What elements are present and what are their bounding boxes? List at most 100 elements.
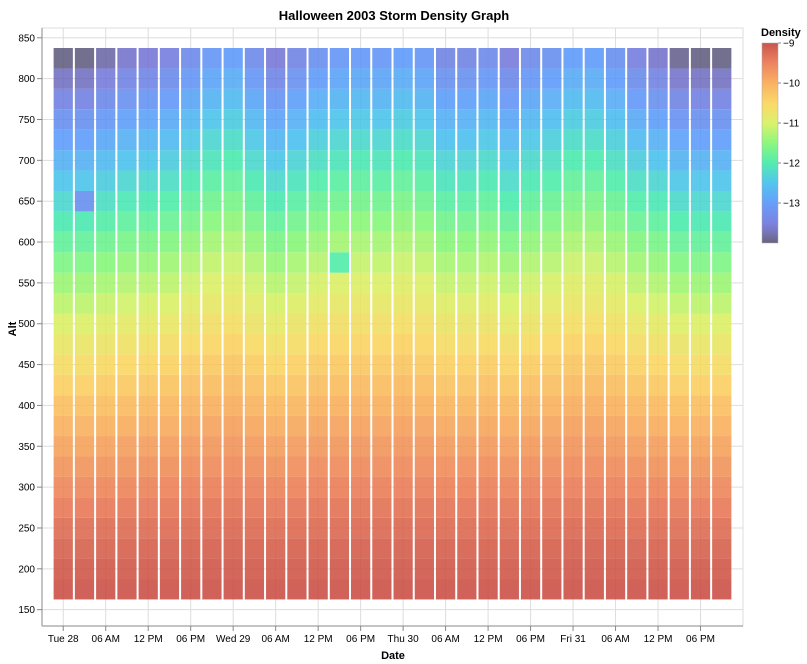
heatmap-cell xyxy=(542,211,562,232)
heatmap-cell xyxy=(542,415,562,437)
heatmap-cell xyxy=(669,170,689,191)
heatmap-cell xyxy=(435,374,456,396)
heatmap-cell xyxy=(542,579,562,600)
heatmap-cell xyxy=(563,517,583,539)
heatmap-cell xyxy=(478,211,498,232)
heatmap-cell xyxy=(159,558,180,580)
heatmap-cell xyxy=(393,150,413,171)
heatmap-cell xyxy=(138,68,158,89)
heatmap-cell xyxy=(627,395,647,416)
heatmap-cell xyxy=(627,538,647,559)
heatmap-cell xyxy=(669,190,689,212)
heatmap-cell xyxy=(372,211,392,232)
heatmap-cell xyxy=(414,456,434,477)
heatmap-cell xyxy=(542,456,562,477)
heatmap-cell xyxy=(117,88,137,110)
heatmap-cell xyxy=(648,415,668,437)
heatmap-cell xyxy=(648,497,668,518)
heatmap-cell xyxy=(117,476,137,498)
heatmap-cell xyxy=(372,190,392,212)
heatmap-cell xyxy=(308,354,328,375)
heatmap-cell xyxy=(244,436,265,457)
heatmap-cell xyxy=(308,68,328,89)
heatmap-cell xyxy=(669,538,689,559)
heatmap-cell xyxy=(138,88,158,110)
heatmap-cell xyxy=(202,252,222,273)
heatmap-cell xyxy=(96,109,116,130)
heatmap-cell xyxy=(181,272,201,294)
heatmap-cell xyxy=(372,88,392,110)
heatmap-cell xyxy=(351,395,371,416)
heatmap-cell xyxy=(669,231,689,253)
heatmap-cell xyxy=(287,211,307,232)
y-tick-label: 650 xyxy=(18,197,35,208)
heatmap-cell xyxy=(351,48,371,69)
heatmap-cell xyxy=(605,211,626,232)
heatmap-cell xyxy=(584,293,604,314)
heatmap-cell xyxy=(435,415,456,437)
heatmap-cell xyxy=(563,476,583,498)
heatmap-cell xyxy=(308,436,328,457)
heatmap-cell xyxy=(690,579,711,600)
y-tick-label: 350 xyxy=(18,442,35,453)
x-tick-label: 06 PM xyxy=(176,634,205,645)
heatmap-cell xyxy=(96,497,116,518)
heatmap-cell xyxy=(712,48,732,69)
heatmap-cell xyxy=(372,293,392,314)
heatmap-cell xyxy=(372,538,392,559)
heatmap-cell xyxy=(181,333,201,355)
heatmap-cell xyxy=(181,374,201,396)
heatmap-cell xyxy=(520,231,541,253)
legend-tick-label: −13 xyxy=(783,199,800,210)
heatmap-cell xyxy=(138,517,158,539)
heatmap-cell xyxy=(96,517,116,539)
heatmap-cell xyxy=(669,476,689,498)
heatmap-cell xyxy=(712,517,732,539)
heatmap-cell xyxy=(393,252,413,273)
heatmap-cell xyxy=(605,190,626,212)
heatmap-cell xyxy=(669,497,689,518)
heatmap-cell xyxy=(53,252,73,273)
heatmap-cell xyxy=(648,436,668,457)
heatmap-cell xyxy=(563,150,583,171)
heatmap-cell xyxy=(669,517,689,539)
heatmap-cell xyxy=(478,538,498,559)
heatmap-cell xyxy=(96,150,116,171)
heatmap-cell xyxy=(181,415,201,437)
heatmap-cell xyxy=(499,150,519,171)
heatmap-cell xyxy=(563,558,583,580)
heatmap-cell xyxy=(202,109,222,130)
heatmap-cell xyxy=(669,354,689,375)
heatmap-cell xyxy=(435,252,456,273)
heatmap-cell xyxy=(563,538,583,559)
heatmap-cell xyxy=(181,313,201,334)
heatmap-cell xyxy=(542,333,562,355)
heatmap-cell xyxy=(117,231,137,253)
heatmap-cell xyxy=(287,272,307,294)
heatmap-cell xyxy=(542,252,562,273)
heatmap-cell xyxy=(669,456,689,477)
heatmap-cell xyxy=(181,476,201,498)
heatmap-cell xyxy=(308,497,328,518)
heatmap-cell xyxy=(520,313,541,334)
heatmap-cell xyxy=(563,129,583,151)
heatmap-cell xyxy=(244,374,265,396)
heatmap-cell xyxy=(223,374,243,396)
heatmap-cell xyxy=(563,415,583,437)
heatmap-cell xyxy=(499,476,519,498)
heatmap-cell xyxy=(117,517,137,539)
heatmap-cell xyxy=(457,170,477,191)
heatmap-cell xyxy=(138,538,158,559)
heatmap-cell xyxy=(287,456,307,477)
heatmap-cell xyxy=(414,68,434,89)
heatmap-cell xyxy=(287,129,307,151)
heatmap-cell xyxy=(287,68,307,89)
heatmap-cell xyxy=(96,252,116,273)
heatmap-cell xyxy=(435,436,456,457)
heatmap-cell xyxy=(138,436,158,457)
heatmap-cell xyxy=(627,272,647,294)
heatmap-cell xyxy=(351,354,371,375)
heatmap-cell xyxy=(499,68,519,89)
heatmap-cell xyxy=(96,558,116,580)
heatmap-cell xyxy=(308,129,328,151)
